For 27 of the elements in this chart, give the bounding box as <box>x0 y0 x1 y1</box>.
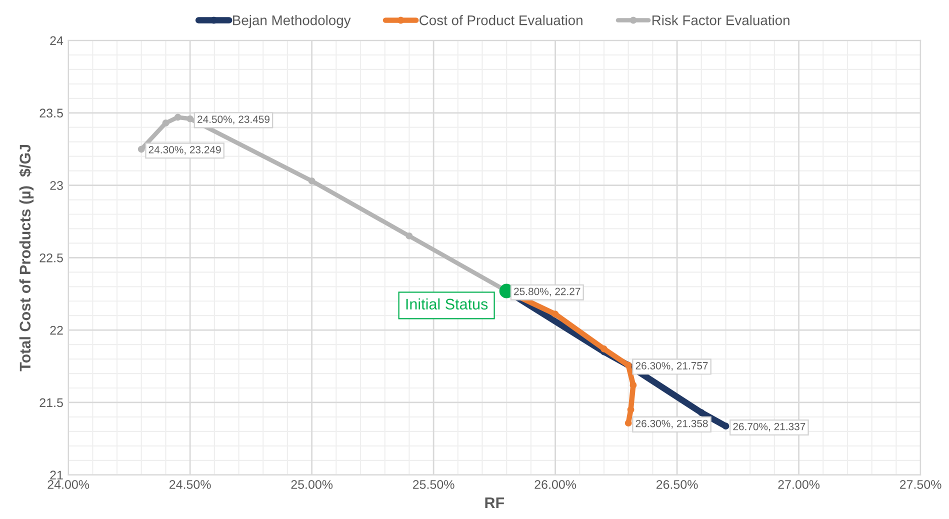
annotation: 24.50%, 23.459 <box>198 116 270 124</box>
x-tick-label: 26.50% <box>656 480 698 489</box>
legend-label: Cost of Product Evaluation <box>420 15 582 26</box>
annotation: 26.30%, 21.757 <box>636 362 708 371</box>
y-tick-label: 24 <box>50 36 64 46</box>
x-tick-label: 27.50% <box>900 480 942 489</box>
annotation: 26.70%, 21.337 <box>733 422 806 432</box>
x-tick-label: 25.50% <box>412 480 454 489</box>
x-tick-label: 26.00% <box>534 480 576 489</box>
y-tick-label: 23 <box>50 181 63 190</box>
y-axis-title: Total Cost of Products (µ) $/GJ <box>19 144 34 372</box>
annotation: 24.30%, 23.249 <box>148 146 221 155</box>
y-tick-label: 23.5 <box>40 108 63 118</box>
y-tick-label: 21 <box>50 470 63 480</box>
legend-label: Bejan Methodology <box>233 15 351 28</box>
annotation: 25.80%, 22.27 <box>514 288 580 296</box>
y-tick-label: 22 <box>50 326 63 335</box>
x-axis-title: RF <box>485 498 504 508</box>
annotation: 26.30%, 21.358 <box>636 420 708 428</box>
y-tick-label: 22.5 <box>40 253 63 262</box>
x-tick-label: 25.00% <box>291 480 333 489</box>
x-tick-label: 24.50% <box>170 480 211 489</box>
annotation: Initial Status <box>406 298 488 310</box>
x-tick-label: 27.00% <box>778 480 820 489</box>
x-tick-label: 24.00% <box>48 480 90 489</box>
y-tick-label: 21.5 <box>40 398 63 408</box>
legend-label: Risk Factor Evaluation <box>652 15 790 26</box>
